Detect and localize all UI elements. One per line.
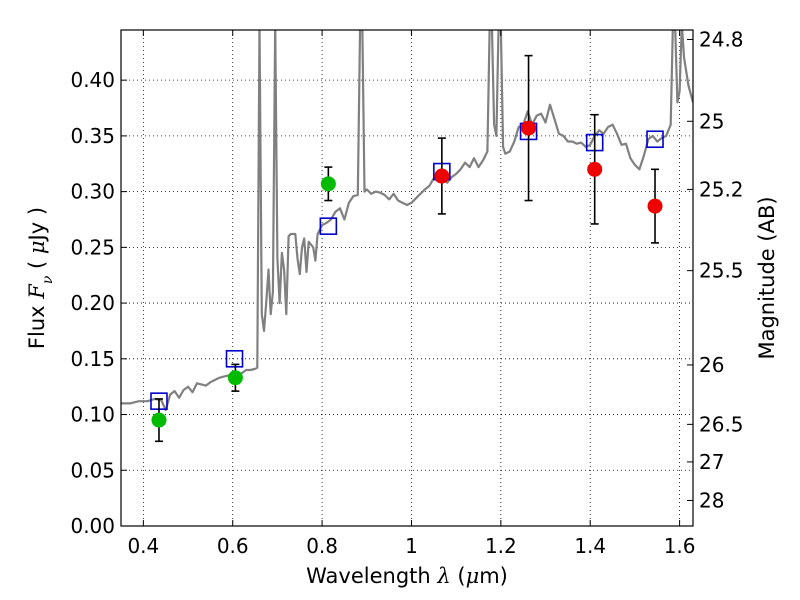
magnitude-tick-label: 26 [699, 353, 724, 377]
nu-subscript: ν [40, 275, 56, 284]
magnitude-tick-label: 28 [699, 488, 724, 512]
y-tick-label: 0.15 [70, 347, 115, 371]
plot-frame [120, 29, 694, 527]
model-photometry-box [646, 130, 664, 149]
observed-flux-point [647, 198, 663, 214]
y-tick-label: 0.00 [70, 514, 115, 538]
x-tick-labels: 0.4 0.6 0.8 1 1.2 1.4 1.6 [127, 534, 695, 558]
x-tick-label: 1 [405, 534, 418, 558]
x-axis-label-text: Wavelength [306, 564, 437, 588]
y-tick-label: 0.40 [70, 68, 115, 92]
y-tick-label: 0.30 [70, 180, 115, 204]
y-tick-label: 0.05 [70, 458, 115, 482]
y-tick-label: 0.25 [70, 235, 115, 259]
magnitude-tick-labels: 24.8 25 25.2 25.5 26 26.5 27 28 [699, 27, 744, 512]
model-spectrum-line [121, 30, 693, 412]
observed-flux-point [587, 161, 603, 177]
x-axis-mu-symbol: μ [466, 564, 480, 588]
y-tick-label: 0.35 [70, 124, 115, 148]
y-axis-label-text: Flux [25, 299, 49, 349]
y-tick-labels: 0.00 0.05 0.10 0.15 0.20 0.25 0.30 0.35 0.40 [70, 68, 115, 538]
magnitude-tick-label: 26.5 [699, 412, 744, 436]
x-tick-label: 1.2 [485, 534, 517, 558]
magnitude-tick-label: 24.8 [699, 27, 744, 51]
observed-flux-point [227, 370, 243, 386]
observed-flux-point [521, 120, 537, 136]
tick-marks [121, 30, 693, 527]
magnitude-tick-label: 27 [699, 450, 724, 474]
magnitude-tick-label: 25.2 [699, 177, 744, 201]
model-photometry-box [319, 217, 338, 235]
y2-axis-label: Magnitude (AB) [755, 196, 779, 359]
lambda-symbol: λ [436, 564, 450, 588]
x-tick-label: 0.6 [217, 534, 249, 558]
observed-flux-point [320, 176, 336, 192]
plot-area [121, 30, 693, 443]
observed-flux-point [434, 168, 450, 184]
x-axis-unit: m) [479, 564, 508, 588]
x-tick-label: 1.4 [574, 534, 606, 558]
y-axis-unit: Jy ) [25, 207, 49, 243]
grid [121, 30, 693, 526]
y-axis-label: Flux Fν ( μJy ) [25, 207, 56, 349]
model-photometry-box [225, 350, 244, 368]
observed-flux-point [151, 412, 167, 428]
x-tick-label: 0.4 [127, 534, 159, 558]
x-axis-label: Wavelength λ (μm) [306, 564, 508, 588]
x-tick-label: 0.8 [306, 534, 338, 558]
y-tick-label: 0.10 [70, 403, 115, 427]
y-axis-label-open: ( [25, 254, 49, 276]
flux-symbol: F [25, 283, 49, 300]
magnitude-tick-label: 25.5 [699, 259, 744, 283]
y-axis-mu-symbol: μ [25, 240, 49, 254]
y-tick-label: 0.20 [70, 291, 115, 315]
x-tick-label: 1.6 [664, 534, 696, 558]
magnitude-tick-label: 25 [699, 109, 724, 133]
x-axis-label-open: ( [451, 564, 466, 588]
